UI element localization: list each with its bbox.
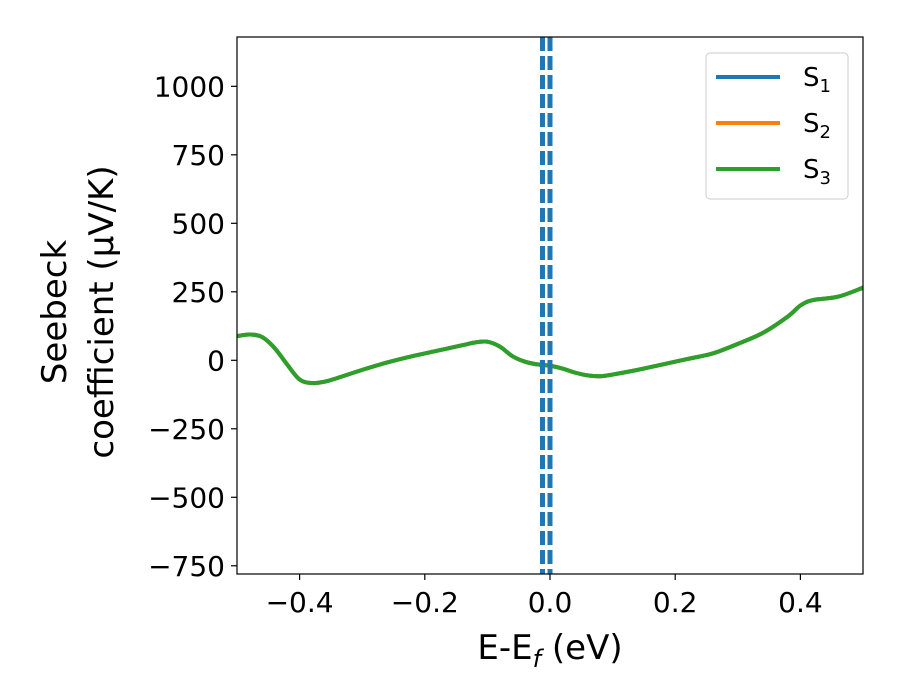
legend-label-s3: S3 xyxy=(803,155,831,189)
y-tick-label: 0 xyxy=(207,344,225,377)
legend-box xyxy=(705,52,849,200)
x-tick-label: −0.2 xyxy=(391,586,459,619)
y-tick-label: 750 xyxy=(172,139,225,172)
x-axis-ticks: −0.4 −0.2 0.0 0.2 0.4 xyxy=(266,574,823,619)
y-tick-label: −500 xyxy=(148,481,225,514)
vertical-lines-layer xyxy=(539,37,553,574)
x-tick-label: −0.4 xyxy=(266,586,334,619)
x-tick-label: 0.4 xyxy=(778,586,823,619)
legend-label-s1: S1 xyxy=(803,63,831,97)
y-tick-label: 1000 xyxy=(154,70,225,103)
y-tick-label: −750 xyxy=(148,550,225,583)
y-tick-label: −250 xyxy=(148,413,225,446)
series-layer xyxy=(237,285,863,386)
y-axis-ticks: −750 −500 −250 0 250 500 750 1000 xyxy=(148,70,237,583)
legend-items: S1 S2 S3 xyxy=(716,63,831,189)
x-axis-title: E-Ef (eV) xyxy=(477,628,622,673)
x-tick-label: 0.2 xyxy=(653,586,698,619)
legend: S1 S2 S3 xyxy=(705,52,849,200)
series-line-s3 xyxy=(237,285,863,386)
y-tick-label: 500 xyxy=(172,207,225,240)
y-axis-title-line1: Seebeck xyxy=(35,240,75,385)
x-axis-title-unit: (eV) xyxy=(541,628,623,668)
x-tick-label: 0.0 xyxy=(528,586,573,619)
y-axis-title-line2: coefficient (μV/K) xyxy=(82,165,122,458)
y-tick-label: 250 xyxy=(172,276,225,309)
legend-label-s2: S2 xyxy=(803,109,831,143)
